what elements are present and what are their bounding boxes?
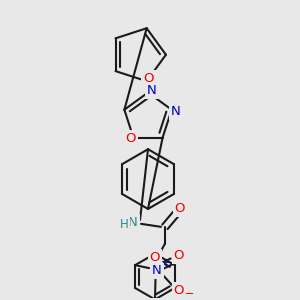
Text: H: H [120, 218, 128, 231]
Text: N: N [147, 84, 157, 97]
Text: −: − [185, 289, 195, 299]
Text: O: O [150, 251, 160, 264]
Text: +: + [161, 258, 169, 268]
Text: O: O [125, 132, 136, 145]
Text: O: O [174, 284, 184, 296]
Text: N: N [128, 216, 138, 230]
Text: O: O [174, 249, 184, 262]
Text: N: N [152, 264, 162, 277]
Text: O: O [143, 72, 154, 85]
Text: O: O [175, 202, 185, 215]
Text: N: N [171, 105, 181, 118]
